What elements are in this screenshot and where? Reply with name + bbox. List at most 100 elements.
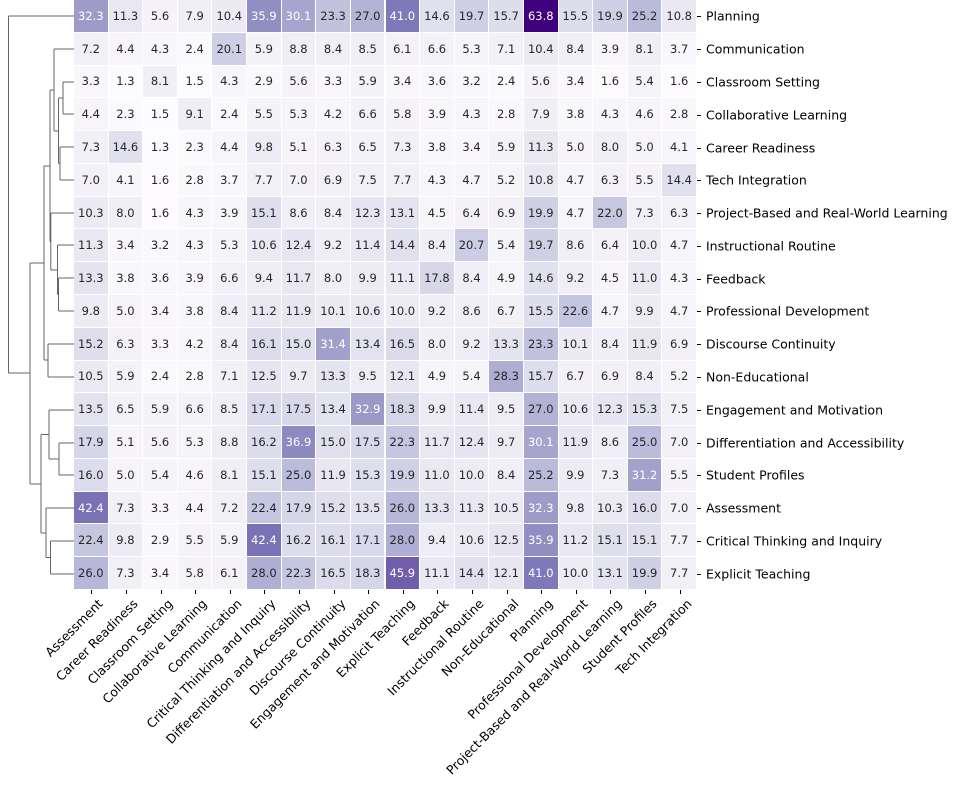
heatmap-cell: 11.9 xyxy=(627,327,663,361)
heatmap-cell: 7.2 xyxy=(212,491,248,525)
heatmap-cell: 11.2 xyxy=(247,295,282,328)
heatmap-cell: 10.4 xyxy=(212,0,248,33)
heatmap-cell: 15.5 xyxy=(523,295,559,328)
heatmap-cell: 30.1 xyxy=(281,0,317,33)
heatmap-cell: 2.8 xyxy=(177,163,213,197)
row-tick xyxy=(697,475,701,477)
dendro-link xyxy=(58,97,63,164)
heatmap-cell: 4.3 xyxy=(454,98,490,132)
heatmap-cell: 10.6 xyxy=(454,524,490,558)
heatmap-cell: 11.3 xyxy=(108,0,144,33)
heatmap-cell: 6.9 xyxy=(489,196,524,230)
heatmap-cell: 5.4 xyxy=(489,229,524,263)
heatmap-cell: 3.3 xyxy=(74,65,109,99)
heatmap-cell: 3.6 xyxy=(143,262,178,295)
heatmap-cell: 15.2 xyxy=(74,327,109,361)
heatmap-cell: 10.0 xyxy=(558,557,594,590)
heatmap-cell: 9.8 xyxy=(558,491,594,525)
heatmap-cell: 17.9 xyxy=(281,491,317,525)
heatmap-cell: 6.3 xyxy=(316,131,351,164)
heatmap-cell: 5.9 xyxy=(350,65,386,99)
heatmap-cell: 12.3 xyxy=(593,393,628,427)
heatmap-cell: 5.3 xyxy=(212,229,248,263)
heatmap-cell: 9.5 xyxy=(350,360,386,394)
heatmap-cell: 5.3 xyxy=(454,32,490,66)
heatmap-cell: 2.9 xyxy=(247,65,282,99)
heatmap-cell: 10.3 xyxy=(74,196,109,230)
heatmap-cell: 10.8 xyxy=(523,163,559,197)
row-tick xyxy=(697,81,701,83)
dendro-link xyxy=(43,165,50,361)
row-tick xyxy=(697,409,701,411)
heatmap-cell: 8.1 xyxy=(212,458,248,492)
heatmap-cell: 5.3 xyxy=(177,426,213,459)
heatmap-cell: 6.1 xyxy=(385,32,421,66)
heatmap-cell: 13.3 xyxy=(420,491,455,525)
heatmap-grid: 32.3 11.3 5.6 7.9 10.4 35.9 30.1 23.3 27.0 41.0 14… xyxy=(74,0,697,590)
row-tick xyxy=(697,311,701,313)
heatmap-cell: 31.2 xyxy=(627,458,663,492)
heatmap-cell: 10.0 xyxy=(385,295,421,328)
row-tick xyxy=(697,540,701,542)
heatmap-cell: 5.2 xyxy=(662,360,697,394)
heatmap-cell: 7.0 xyxy=(281,163,317,197)
heatmap-cell: 6.3 xyxy=(593,163,628,197)
heatmap-cell: 7.1 xyxy=(489,32,524,66)
row-label: Professional Development xyxy=(706,303,870,319)
heatmap-cell: 8.8 xyxy=(281,32,317,66)
heatmap-cell: 4.3 xyxy=(662,262,697,295)
heatmap-cell: 5.9 xyxy=(247,32,282,66)
heatmap-cell: 4.4 xyxy=(212,131,248,164)
heatmap-cell: 13.4 xyxy=(350,327,386,361)
heatmap-cell: 16.2 xyxy=(281,524,317,558)
heatmap-cell: 8.0 xyxy=(108,196,144,230)
heatmap-cell: 7.3 xyxy=(627,196,663,230)
dendro-link xyxy=(57,244,74,295)
heatmap-cell: 11.0 xyxy=(627,262,663,295)
heatmap-cell: 3.2 xyxy=(454,65,490,99)
heatmap-cell: 8.5 xyxy=(350,32,386,66)
heatmap-cell: 4.4 xyxy=(177,491,213,525)
heatmap-cell: 11.3 xyxy=(454,491,490,525)
heatmap-cell: 15.1 xyxy=(627,524,663,558)
row-label: Discourse Continuity xyxy=(706,336,836,352)
heatmap-cell: 7.5 xyxy=(350,163,386,197)
heatmap-cell: 4.7 xyxy=(662,295,697,328)
heatmap-cell: 9.4 xyxy=(247,262,282,295)
heatmap-cell: 10.6 xyxy=(350,295,386,328)
heatmap-cell: 3.9 xyxy=(593,32,628,66)
heatmap-cell: 7.7 xyxy=(385,163,421,197)
heatmap-cell: 10.3 xyxy=(593,491,628,525)
heatmap-cell: 26.0 xyxy=(385,491,421,525)
heatmap-cell: 7.1 xyxy=(212,360,248,394)
heatmap-cell: 11.1 xyxy=(420,557,455,590)
dendro-link xyxy=(58,442,74,476)
heatmap-cell: 9.2 xyxy=(316,229,351,263)
row-tick xyxy=(697,245,701,247)
heatmap-cell: 8.6 xyxy=(593,426,628,459)
heatmap-cell: 22.0 xyxy=(593,196,628,230)
heatmap-cell: 12.4 xyxy=(281,229,317,263)
heatmap-cell: 28.0 xyxy=(247,557,282,590)
column-tick xyxy=(298,590,300,594)
heatmap-cell: 11.1 xyxy=(385,262,421,295)
heatmap-cell: 1.5 xyxy=(177,65,213,99)
heatmap-cell: 4.7 xyxy=(454,163,490,197)
heatmap-cell: 6.7 xyxy=(489,295,524,328)
heatmap-cell: 6.4 xyxy=(454,196,490,230)
heatmap-cell: 3.7 xyxy=(212,163,248,197)
heatmap-cell: 16.1 xyxy=(316,524,351,558)
heatmap-cell: 4.3 xyxy=(593,98,628,132)
heatmap-cell: 8.6 xyxy=(454,295,490,328)
heatmap-cell: 3.8 xyxy=(108,262,144,295)
row-label: Instructional Routine xyxy=(706,238,836,254)
heatmap-cell: 3.4 xyxy=(143,295,178,328)
row-tick xyxy=(697,573,701,575)
heatmap-cell: 3.7 xyxy=(662,32,697,66)
column-tick xyxy=(160,590,162,594)
row-tick xyxy=(697,16,701,18)
heatmap-cell: 20.7 xyxy=(454,229,490,263)
heatmap-cell: 16.5 xyxy=(316,557,351,590)
heatmap-cell: 9.9 xyxy=(350,262,386,295)
heatmap-cell: 6.9 xyxy=(593,360,628,394)
